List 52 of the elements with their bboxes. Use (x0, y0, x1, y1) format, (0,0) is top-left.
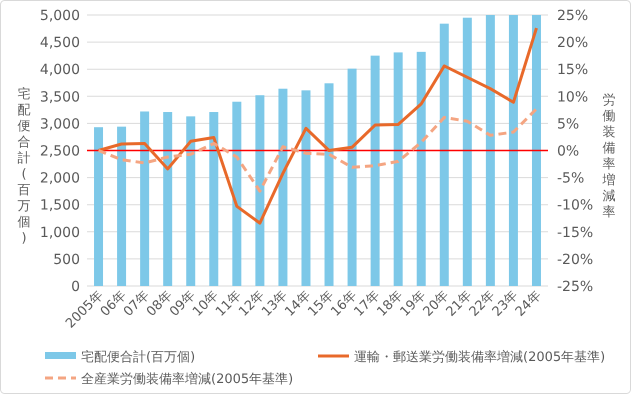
y-tick-label: 4,000 (40, 62, 80, 78)
bar (232, 102, 242, 286)
bar (508, 15, 518, 286)
y-tick-label: 5,000 (40, 8, 80, 24)
legend-item: 運輸・郵送業労働装備率増減(2005年基準) (318, 350, 606, 365)
y-tick-label: 2,500 (40, 144, 80, 160)
legend-item: 宅配便合計(百万個) (45, 350, 196, 365)
bar (462, 18, 472, 286)
y2-tick-label: -15% (557, 224, 594, 241)
bar (486, 15, 495, 286)
y-tick-label: 3,500 (40, 89, 80, 106)
bar (94, 127, 104, 286)
bar (394, 52, 403, 286)
y2-tick-label: 20% (557, 35, 588, 52)
y-tick-label: 2,000 (40, 170, 80, 187)
legend-item: 全産業労働装備率増減(2005年基準) (45, 372, 294, 387)
y-tick-label: 1,000 (40, 224, 80, 241)
line-series (97, 107, 538, 193)
bar (117, 126, 126, 286)
bar (186, 116, 196, 286)
y-tick-label: 4,500 (40, 35, 80, 52)
bar (209, 112, 218, 286)
y2-tick-label: 25% (557, 8, 588, 24)
bar (140, 111, 150, 286)
y-tick-label: 1,500 (40, 198, 80, 214)
bar (255, 95, 264, 286)
y-tick-label: 500 (53, 252, 80, 268)
line-series (97, 26, 538, 225)
y-tick-label: 0 (71, 279, 80, 295)
bar (301, 90, 310, 286)
legend-label: 全産業労働装備率増減(2005年基準) (81, 371, 294, 387)
y2-tick-label: -20% (557, 252, 594, 268)
bar (348, 68, 357, 286)
text: 宅配便合計(百万個) (18, 87, 30, 246)
bar (324, 83, 334, 286)
y2-tick-label: 10% (557, 89, 588, 106)
bar (532, 15, 541, 286)
y2-tick-label: -5% (557, 170, 584, 187)
bar (440, 24, 449, 286)
legend-label: 運輸・郵送業労働装備率増減(2005年基準) (354, 349, 606, 365)
y2-tick-label: 15% (557, 62, 588, 78)
y2-tick-label: 0% (557, 144, 580, 160)
y-tick-label: 3,000 (40, 116, 80, 132)
y2-tick-label: 5% (557, 116, 580, 132)
legend-label: 宅配便合計(百万個) (81, 349, 196, 365)
bar (163, 112, 172, 286)
y2-tick-label: -10% (557, 198, 594, 214)
y2-tick-label: -25% (557, 279, 594, 295)
bar (416, 52, 426, 286)
y2-axis-title: 労働装備率増減率 (602, 93, 616, 220)
bar (370, 56, 380, 286)
bar (278, 88, 288, 286)
